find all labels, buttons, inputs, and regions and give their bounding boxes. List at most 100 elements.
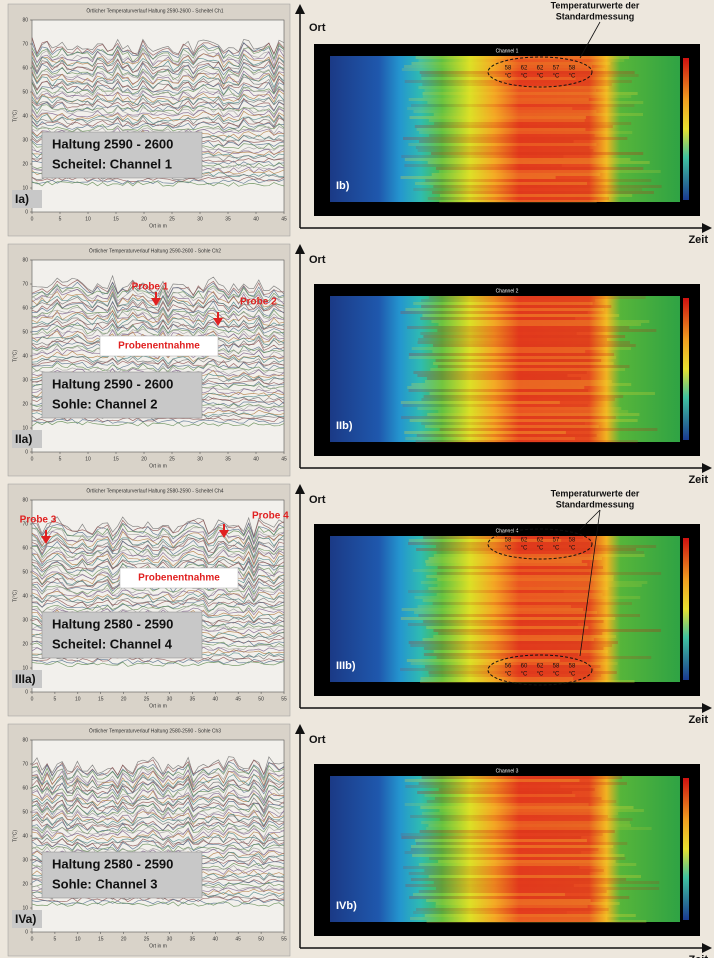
stripe	[400, 668, 594, 671]
trace	[31, 78, 285, 94]
stripe	[437, 566, 604, 569]
trace	[31, 521, 285, 541]
stripe	[433, 635, 617, 638]
stripe	[405, 884, 574, 887]
trace	[31, 519, 285, 538]
label-line: Haltung 2580 - 2590	[52, 856, 173, 871]
stripe	[438, 323, 642, 326]
trace	[31, 550, 285, 567]
stripe	[438, 860, 616, 863]
trace	[31, 832, 285, 845]
stripe	[439, 200, 597, 203]
stripe	[425, 560, 582, 563]
stripe	[437, 365, 630, 368]
y-tick-label: 70	[22, 521, 28, 527]
y-axis-label: T(°C)	[12, 110, 18, 122]
stripe	[409, 419, 638, 422]
x-tick-label: 40	[212, 696, 218, 702]
stripe	[409, 116, 586, 119]
stripe	[421, 74, 639, 77]
temp-unit: °C	[505, 672, 512, 678]
stripe	[425, 665, 601, 668]
x-tick-label: 30	[197, 456, 203, 462]
x-arrow	[702, 223, 712, 233]
stripe	[400, 176, 556, 179]
trace	[31, 805, 285, 819]
stripe	[433, 881, 660, 884]
stripe	[416, 434, 597, 437]
trace	[31, 65, 285, 82]
stripe	[410, 815, 608, 818]
plot-title: Örtlicher Temperaturverlauf Haltung 2580…	[89, 727, 221, 734]
heatmap	[330, 296, 680, 442]
x-axis-label: Ort in m	[149, 703, 167, 709]
stripe	[408, 389, 589, 392]
stripe	[422, 599, 589, 602]
stripe	[413, 911, 567, 914]
stripe	[413, 371, 587, 374]
stripe	[433, 113, 644, 116]
trace	[31, 600, 285, 612]
stripe	[436, 887, 660, 890]
heatmap	[330, 536, 680, 682]
trace	[31, 309, 285, 326]
stripe	[408, 590, 564, 593]
trace	[31, 587, 285, 601]
stripe	[410, 878, 627, 881]
trace	[31, 839, 285, 852]
stripe	[421, 812, 618, 815]
trace	[31, 93, 285, 106]
stripe	[437, 329, 657, 332]
trace	[31, 595, 285, 607]
stripe	[427, 197, 610, 200]
trace	[31, 553, 285, 570]
x-tick-label: 55	[281, 696, 287, 702]
stripe	[410, 917, 608, 920]
row: Örtlicher Temperaturverlauf Haltung 2580…	[7, 483, 712, 726]
trace	[31, 527, 285, 547]
x-tick-label: 40	[212, 936, 218, 942]
stripe	[407, 623, 578, 626]
stripe	[408, 542, 593, 545]
x-axis-title: Zeit	[688, 954, 708, 958]
temp-unit: °C	[553, 74, 560, 80]
colorbar	[683, 778, 689, 920]
y-tick-label: 60	[22, 785, 28, 791]
y-tick-label: 50	[22, 569, 28, 575]
y-tick-label: 70	[22, 281, 28, 287]
probe-head	[151, 298, 161, 306]
stripe	[413, 110, 597, 113]
panel-id: IIa)	[15, 432, 32, 446]
temp-unit: °C	[537, 74, 544, 80]
trace	[31, 827, 285, 841]
x-tick-label: 20	[121, 696, 127, 702]
stripe	[420, 332, 577, 335]
temp-value: 58	[505, 538, 512, 544]
trace	[31, 825, 285, 839]
label-line: Sohle: Channel 2	[52, 396, 157, 411]
stripe	[418, 86, 610, 89]
trace	[32, 300, 285, 318]
trace	[31, 901, 285, 907]
y-axis-title: Ort	[309, 734, 326, 746]
stripe	[410, 848, 599, 851]
trace	[31, 70, 285, 85]
stripe	[409, 896, 630, 899]
stripe	[436, 551, 644, 554]
stripe	[439, 194, 633, 197]
y-tick-label: 30	[22, 137, 28, 143]
plot-title: Örtlicher Temperaturverlauf Haltung 2580…	[86, 487, 223, 494]
stripe	[435, 359, 602, 362]
probe-head	[41, 536, 51, 544]
x-tick-label: 35	[190, 936, 196, 942]
stripe	[436, 572, 662, 575]
x-tick-label: 0	[31, 216, 34, 222]
stripe	[436, 167, 644, 170]
stripe	[402, 137, 628, 140]
stripe	[400, 833, 603, 836]
trace	[31, 585, 285, 599]
stripe	[429, 134, 595, 137]
stripe	[428, 824, 632, 827]
panel-id: Ia)	[15, 192, 29, 206]
trace	[31, 89, 285, 105]
